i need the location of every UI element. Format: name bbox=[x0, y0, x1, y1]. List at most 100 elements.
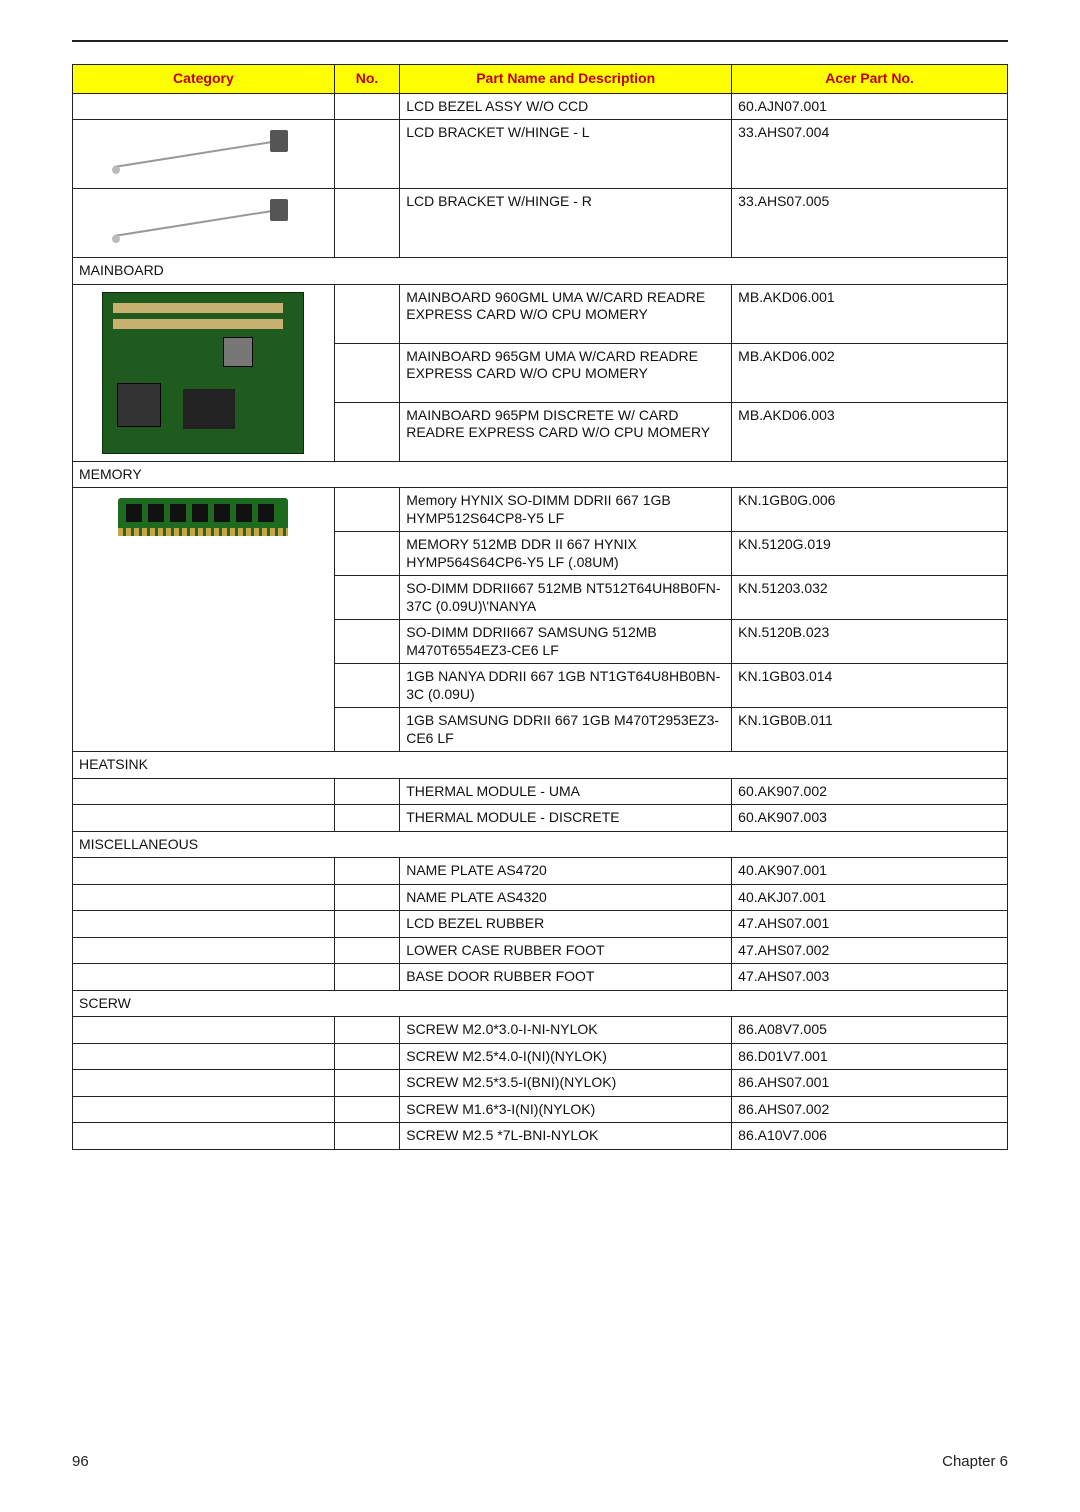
desc-cell: SCREW M2.5 *7L-BNI-NYLOK bbox=[400, 1123, 732, 1150]
category-cell bbox=[73, 1043, 335, 1070]
no-cell bbox=[334, 93, 399, 120]
category-cell bbox=[73, 858, 335, 885]
desc-cell: SCREW M2.0*3.0-I-NI-NYLOK bbox=[400, 1017, 732, 1044]
no-cell bbox=[334, 402, 399, 461]
table-body: LCD BEZEL ASSY W/O CCD60.AJN07.001LCD BR… bbox=[73, 93, 1008, 1149]
no-cell bbox=[334, 1096, 399, 1123]
bracket-image bbox=[108, 126, 298, 182]
desc-cell: SCREW M2.5*4.0-I(NI)(NYLOK) bbox=[400, 1043, 732, 1070]
no-cell bbox=[334, 120, 399, 189]
section-row: MISCELLANEOUS bbox=[73, 831, 1008, 858]
desc-cell: NAME PLATE AS4320 bbox=[400, 884, 732, 911]
part-cell: 47.AHS07.001 bbox=[732, 911, 1008, 938]
desc-cell: MEMORY 512MB DDR II 667 HYNIX HYMP564S64… bbox=[400, 532, 732, 576]
no-cell bbox=[334, 708, 399, 752]
part-cell: MB.AKD06.001 bbox=[732, 284, 1008, 343]
category-cell bbox=[73, 805, 335, 832]
category-cell bbox=[73, 1096, 335, 1123]
section-label: MISCELLANEOUS bbox=[73, 831, 1008, 858]
part-cell: KN.1GB03.014 bbox=[732, 664, 1008, 708]
no-cell bbox=[334, 964, 399, 991]
top-rule bbox=[72, 40, 1008, 42]
table-row: LCD BRACKET W/HINGE - L33.AHS07.004 bbox=[73, 120, 1008, 189]
table-row: LCD BEZEL ASSY W/O CCD60.AJN07.001 bbox=[73, 93, 1008, 120]
page-number: 96 bbox=[72, 1453, 89, 1470]
no-cell bbox=[334, 532, 399, 576]
desc-cell: 1GB NANYA DDRII 667 1GB NT1GT64U8HB0BN-3… bbox=[400, 664, 732, 708]
no-cell bbox=[334, 805, 399, 832]
section-row: MEMORY bbox=[73, 461, 1008, 488]
no-cell bbox=[334, 858, 399, 885]
section-row: MAINBOARD bbox=[73, 258, 1008, 285]
desc-cell: NAME PLATE AS4720 bbox=[400, 858, 732, 885]
desc-cell: SO-DIMM DDRII667 512MB NT512T64UH8B0FN-3… bbox=[400, 576, 732, 620]
category-cell bbox=[73, 1123, 335, 1150]
no-cell bbox=[334, 1123, 399, 1150]
part-cell: KN.1GB0B.011 bbox=[732, 708, 1008, 752]
category-cell bbox=[73, 93, 335, 120]
table-row: MAINBOARD 960GML UMA W/CARD READRE EXPRE… bbox=[73, 284, 1008, 343]
no-cell bbox=[334, 778, 399, 805]
table-row: LOWER CASE RUBBER FOOT47.AHS07.002 bbox=[73, 937, 1008, 964]
part-cell: KN.1GB0G.006 bbox=[732, 488, 1008, 532]
no-cell bbox=[334, 884, 399, 911]
desc-cell: Memory HYNIX SO-DIMM DDRII 667 1GB HYMP5… bbox=[400, 488, 732, 532]
no-cell bbox=[334, 664, 399, 708]
col-no: No. bbox=[334, 65, 399, 94]
part-cell: KN.5120B.023 bbox=[732, 620, 1008, 664]
part-cell: 40.AKJ07.001 bbox=[732, 884, 1008, 911]
category-cell bbox=[73, 884, 335, 911]
part-cell: KN.5120G.019 bbox=[732, 532, 1008, 576]
col-category: Category bbox=[73, 65, 335, 94]
part-cell: 33.AHS07.004 bbox=[732, 120, 1008, 189]
category-cell bbox=[73, 964, 335, 991]
part-cell: MB.AKD06.002 bbox=[732, 343, 1008, 402]
col-part: Acer Part No. bbox=[732, 65, 1008, 94]
table-header-row: Category No. Part Name and Description A… bbox=[73, 65, 1008, 94]
part-cell: 86.A10V7.006 bbox=[732, 1123, 1008, 1150]
section-row: SCERW bbox=[73, 990, 1008, 1017]
part-cell: 86.AHS07.001 bbox=[732, 1070, 1008, 1097]
col-desc: Part Name and Description bbox=[400, 65, 732, 94]
bottom-spacer bbox=[72, 1150, 1008, 1430]
desc-cell: SCREW M1.6*3-I(NI)(NYLOK) bbox=[400, 1096, 732, 1123]
table-row: SCREW M2.5*3.5-I(BNI)(NYLOK)86.AHS07.001 bbox=[73, 1070, 1008, 1097]
section-row: HEATSINK bbox=[73, 752, 1008, 779]
table-row: THERMAL MODULE - DISCRETE60.AK907.003 bbox=[73, 805, 1008, 832]
category-image-cell bbox=[73, 284, 335, 461]
mainboard-image bbox=[103, 293, 303, 453]
desc-cell: BASE DOOR RUBBER FOOT bbox=[400, 964, 732, 991]
desc-cell: LCD BRACKET W/HINGE - L bbox=[400, 120, 732, 189]
category-cell bbox=[73, 937, 335, 964]
desc-cell: LCD BRACKET W/HINGE - R bbox=[400, 189, 732, 258]
desc-cell: LCD BEZEL RUBBER bbox=[400, 911, 732, 938]
part-cell: 86.D01V7.001 bbox=[732, 1043, 1008, 1070]
part-cell: 86.A08V7.005 bbox=[732, 1017, 1008, 1044]
chapter-label: Chapter 6 bbox=[942, 1453, 1008, 1470]
no-cell bbox=[334, 343, 399, 402]
page-footer: 96 Chapter 6 bbox=[72, 1453, 1008, 1470]
part-cell: 33.AHS07.005 bbox=[732, 189, 1008, 258]
part-cell: 60.AJN07.001 bbox=[732, 93, 1008, 120]
no-cell bbox=[334, 1017, 399, 1044]
part-cell: 47.AHS07.002 bbox=[732, 937, 1008, 964]
category-image-cell bbox=[73, 120, 335, 189]
desc-cell: 1GB SAMSUNG DDRII 667 1GB M470T2953EZ3-C… bbox=[400, 708, 732, 752]
no-cell bbox=[334, 620, 399, 664]
table-row: LCD BEZEL RUBBER47.AHS07.001 bbox=[73, 911, 1008, 938]
no-cell bbox=[334, 1070, 399, 1097]
table-row: NAME PLATE AS472040.AK907.001 bbox=[73, 858, 1008, 885]
part-cell: 47.AHS07.003 bbox=[732, 964, 1008, 991]
desc-cell: MAINBOARD 965PM DISCRETE W/ CARD READRE … bbox=[400, 402, 732, 461]
section-label: MAINBOARD bbox=[73, 258, 1008, 285]
table-row: SCREW M2.5 *7L-BNI-NYLOK86.A10V7.006 bbox=[73, 1123, 1008, 1150]
no-cell bbox=[334, 1043, 399, 1070]
no-cell bbox=[334, 937, 399, 964]
desc-cell: LOWER CASE RUBBER FOOT bbox=[400, 937, 732, 964]
category-cell bbox=[73, 778, 335, 805]
bracket-image bbox=[108, 195, 298, 251]
no-cell bbox=[334, 284, 399, 343]
parts-table: Category No. Part Name and Description A… bbox=[72, 64, 1008, 1150]
desc-cell: MAINBOARD 965GM UMA W/CARD READRE EXPRES… bbox=[400, 343, 732, 402]
no-cell bbox=[334, 488, 399, 532]
